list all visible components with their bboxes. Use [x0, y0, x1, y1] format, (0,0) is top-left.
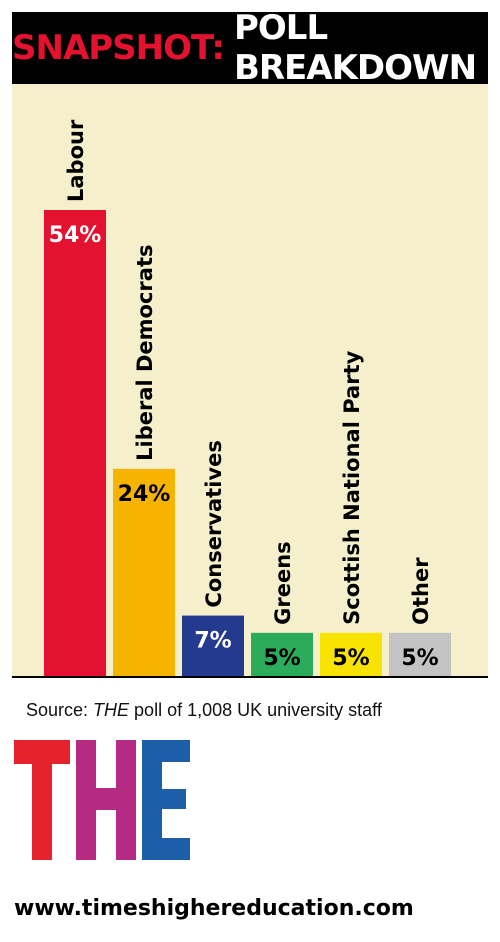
category-label-5: Other — [409, 557, 433, 625]
chart-header: SNAPSHOT: POLL BREAKDOWN — [12, 8, 488, 88]
data-label-4: 5% — [332, 646, 369, 671]
source-prefix: Source: — [26, 700, 94, 720]
data-label-1: 24% — [118, 482, 171, 507]
the-logo — [14, 740, 204, 885]
data-label-5: 5% — [401, 646, 438, 671]
data-label-0: 54% — [49, 223, 102, 248]
header-highlight: SNAPSHOT: — [12, 28, 225, 68]
category-label-0: Labour — [64, 119, 88, 202]
category-label-1: Liberal Democrats — [133, 244, 157, 460]
bar-0 — [44, 210, 106, 676]
data-label-2: 7% — [194, 629, 231, 654]
the-logo-graphic — [14, 740, 190, 860]
chart-baseline — [12, 676, 488, 678]
source-note: Source: THE poll of 1,008 UK university … — [26, 700, 382, 721]
bar-4 — [320, 632, 382, 676]
chart-area: 54% Labour 24% Liberal Democrats 7% Conservat… — [12, 84, 488, 678]
category-label-3: Greens — [271, 541, 295, 625]
bar-5 — [389, 632, 451, 676]
category-label-2: Conservatives — [202, 440, 226, 607]
source-suffix: poll of 1,008 UK university staff — [129, 700, 382, 720]
bar-1 — [113, 468, 175, 676]
category-label-4: Scottish National Party — [340, 350, 364, 624]
logo-letter-t — [14, 740, 70, 860]
bar-2 — [182, 615, 244, 676]
logo-letter-h — [76, 740, 136, 860]
data-label-3: 5% — [263, 646, 300, 671]
logo-letter-e — [142, 740, 190, 860]
header-title: POLL BREAKDOWN — [233, 8, 477, 88]
bar-3 — [251, 632, 313, 676]
source-publication: THE — [93, 700, 130, 720]
bar-chart: 54% Labour 24% Liberal Democrats 7% Conservat… — [44, 119, 451, 676]
footer-url[interactable]: www.timeshighereducation.com — [14, 896, 414, 921]
